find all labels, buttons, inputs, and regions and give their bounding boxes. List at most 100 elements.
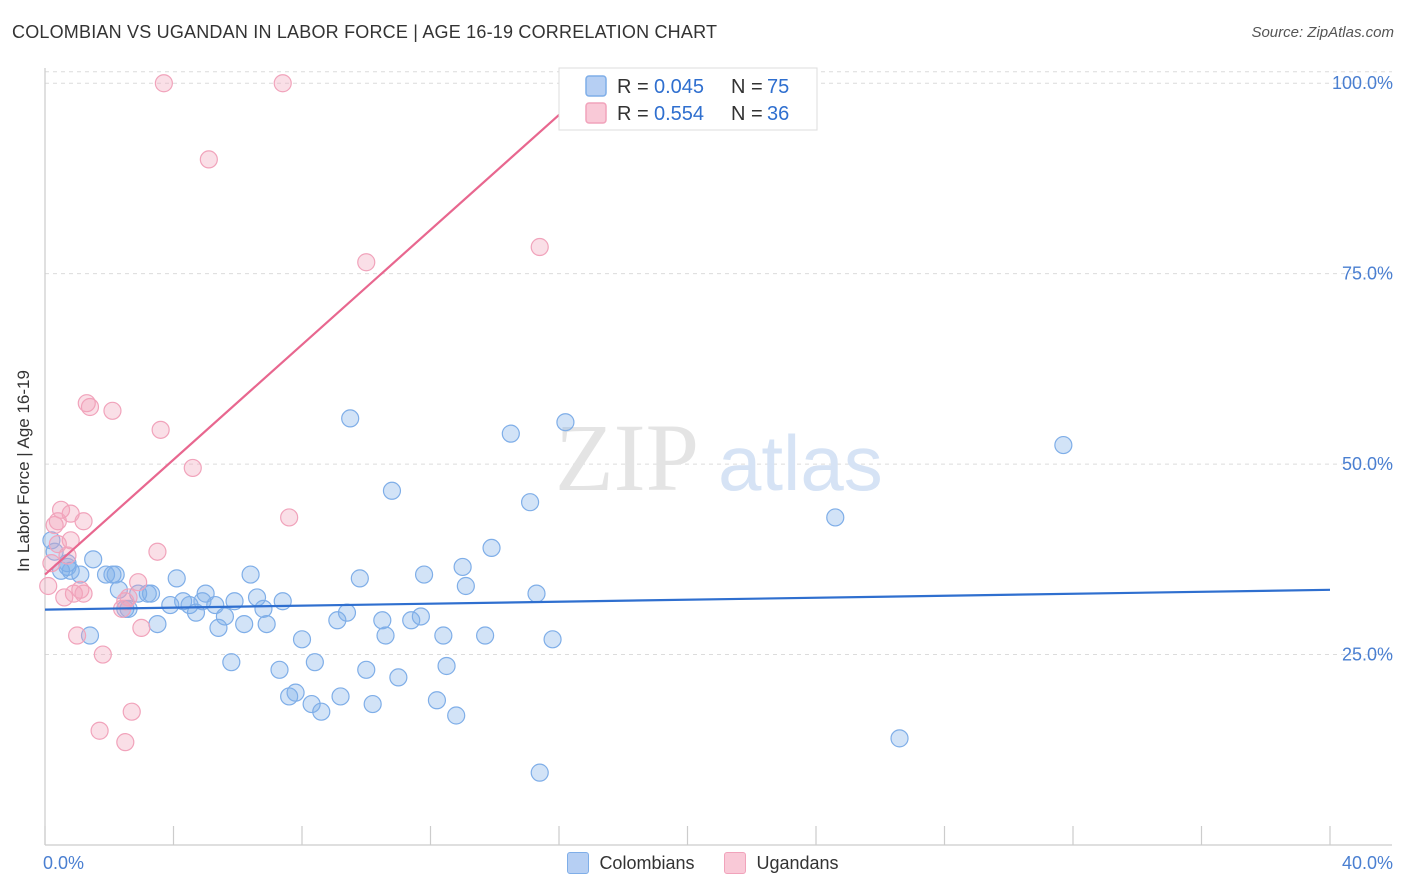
point-colombians[interactable] xyxy=(453,557,472,577)
point-colombians[interactable] xyxy=(148,614,167,634)
point-colombians[interactable] xyxy=(257,614,276,634)
point-colombians[interactable] xyxy=(447,706,466,725)
point-colombians[interactable] xyxy=(826,508,845,527)
y-tick-label: 50.0% xyxy=(1342,454,1393,474)
point-colombians[interactable] xyxy=(520,493,540,512)
point-colombians[interactable] xyxy=(402,611,421,630)
point-ugandans[interactable] xyxy=(199,150,218,169)
point-colombians[interactable] xyxy=(106,565,125,584)
point-colombians[interactable] xyxy=(225,592,244,611)
point-colombians[interactable] xyxy=(527,584,546,603)
point-colombians[interactable] xyxy=(235,614,254,634)
y-tick-label: 75.0% xyxy=(1342,264,1393,284)
point-ugandans[interactable] xyxy=(273,74,292,93)
point-colombians[interactable] xyxy=(341,409,360,428)
point-colombians[interactable] xyxy=(530,763,549,782)
point-ugandans[interactable] xyxy=(39,576,58,596)
point-colombians[interactable] xyxy=(270,660,289,679)
point-colombians[interactable] xyxy=(556,413,575,432)
point-colombians[interactable] xyxy=(71,565,90,584)
chart-title: COLOMBIAN VS UGANDAN IN LABOR FORCE | AG… xyxy=(12,22,718,42)
legend-n-label-2: N = xyxy=(731,103,763,125)
point-ugandans[interactable] xyxy=(530,237,549,257)
legend-n-label-1: N = xyxy=(731,76,763,98)
trend-lines xyxy=(44,70,1331,611)
point-colombians[interactable] xyxy=(501,424,520,443)
point-ugandans[interactable] xyxy=(55,588,74,607)
legend-item-ugandans[interactable]: Ugandans xyxy=(724,852,839,874)
point-colombians[interactable] xyxy=(434,626,453,645)
point-ugandans[interactable] xyxy=(280,508,299,527)
point-colombians[interactable] xyxy=(328,611,347,630)
point-colombians[interactable] xyxy=(357,660,376,679)
point-ugandans[interactable] xyxy=(90,721,109,740)
point-colombians[interactable] xyxy=(350,569,369,588)
point-colombians[interactable] xyxy=(305,653,324,672)
point-ugandans[interactable] xyxy=(80,397,100,417)
point-ugandans[interactable] xyxy=(51,500,71,519)
watermark-zip: ZIP xyxy=(555,404,699,511)
point-colombians[interactable] xyxy=(215,607,234,626)
point-colombians[interactable] xyxy=(273,592,292,611)
point-ugandans[interactable] xyxy=(357,253,376,272)
point-ugandans[interactable] xyxy=(183,458,202,478)
source-credit: Source: ZipAtlas.com xyxy=(1251,24,1394,41)
legend-swatch-blue xyxy=(567,852,590,874)
point-colombians[interactable] xyxy=(222,653,241,672)
point-colombians[interactable] xyxy=(411,607,430,626)
point-colombians[interactable] xyxy=(482,538,501,558)
legend-swatch-colombians xyxy=(585,75,607,97)
point-colombians[interactable] xyxy=(476,626,495,645)
point-ugandans[interactable] xyxy=(61,531,80,550)
data-points xyxy=(39,74,1073,782)
point-ugandans[interactable] xyxy=(42,554,61,573)
point-colombians[interactable] xyxy=(302,694,321,714)
point-ugandans[interactable] xyxy=(68,626,87,645)
point-colombians[interactable] xyxy=(1054,435,1073,455)
point-ugandans[interactable] xyxy=(151,420,170,439)
point-ugandans[interactable] xyxy=(103,401,122,420)
legend-item-colombians[interactable]: Colombians xyxy=(567,852,694,874)
point-colombians[interactable] xyxy=(254,599,273,618)
point-colombians[interactable] xyxy=(167,569,186,588)
point-colombians[interactable] xyxy=(376,626,395,645)
series-legend: Colombians Ugandans xyxy=(0,852,1406,874)
point-colombians[interactable] xyxy=(382,481,402,500)
point-colombians[interactable] xyxy=(286,683,305,702)
point-colombians[interactable] xyxy=(109,580,128,599)
point-ugandans[interactable] xyxy=(116,733,135,752)
point-ugandans[interactable] xyxy=(122,702,141,721)
point-colombians[interactable] xyxy=(363,694,382,714)
point-ugandans[interactable] xyxy=(74,512,93,531)
point-ugandans[interactable] xyxy=(74,584,93,603)
point-ugandans[interactable] xyxy=(132,618,151,637)
point-colombians[interactable] xyxy=(312,702,331,721)
point-colombians[interactable] xyxy=(427,691,447,710)
point-colombians[interactable] xyxy=(543,630,562,649)
point-colombians[interactable] xyxy=(373,611,392,630)
point-colombians[interactable] xyxy=(84,550,103,569)
x-tick-label-min: 0.0% xyxy=(43,853,84,873)
point-ugandans[interactable] xyxy=(148,542,167,561)
point-colombians[interactable] xyxy=(241,565,260,584)
point-ugandans[interactable] xyxy=(93,645,112,664)
point-ugandans[interactable] xyxy=(48,512,67,531)
point-ugandans[interactable] xyxy=(129,573,148,592)
point-colombians[interactable] xyxy=(414,565,434,584)
point-colombians[interactable] xyxy=(437,656,456,676)
point-colombians[interactable] xyxy=(389,668,408,687)
point-colombians[interactable] xyxy=(141,584,161,603)
point-ugandans[interactable] xyxy=(154,74,173,93)
point-colombians[interactable] xyxy=(456,576,475,596)
point-colombians[interactable] xyxy=(80,626,100,645)
point-ugandans[interactable] xyxy=(116,592,135,611)
point-colombians[interactable] xyxy=(331,687,350,706)
stats-legend: R = 0.045 N = 75 R = 0.554 N = 36 xyxy=(558,67,818,131)
legend-r-label-2: R = xyxy=(617,103,649,125)
point-colombians[interactable] xyxy=(209,618,228,637)
point-colombians[interactable] xyxy=(96,565,116,584)
point-colombians[interactable] xyxy=(890,729,909,748)
point-colombians[interactable] xyxy=(337,603,357,622)
point-colombians[interactable] xyxy=(292,630,312,649)
point-colombians[interactable] xyxy=(61,561,80,580)
